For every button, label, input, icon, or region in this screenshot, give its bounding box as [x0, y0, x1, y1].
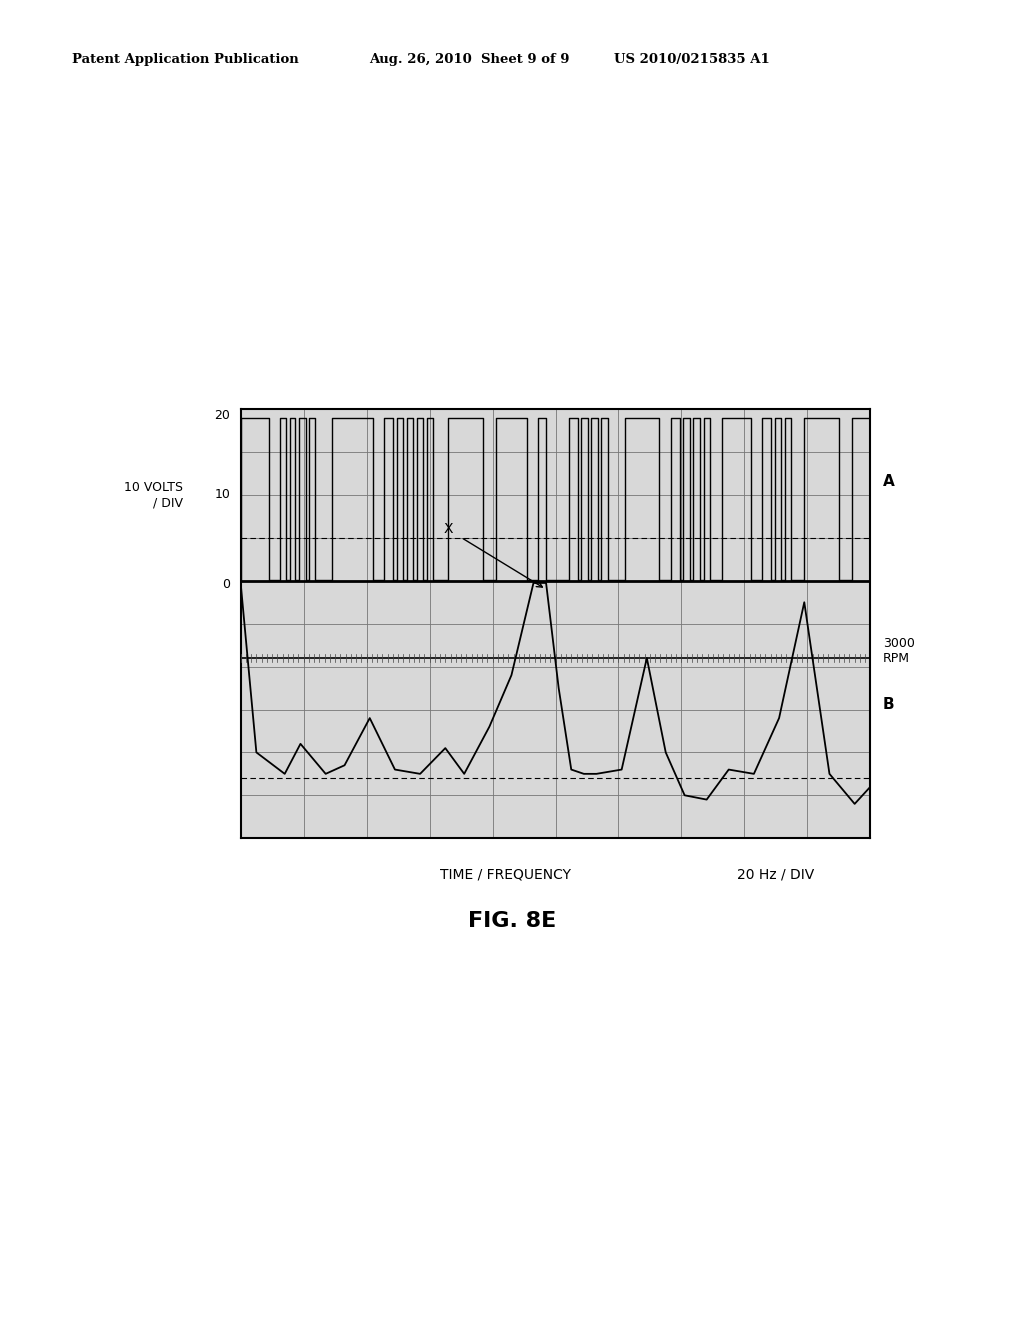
- Text: 3000
RPM: 3000 RPM: [883, 638, 914, 665]
- Text: B: B: [883, 697, 894, 711]
- Text: Patent Application Publication: Patent Application Publication: [72, 53, 298, 66]
- Text: Aug. 26, 2010  Sheet 9 of 9: Aug. 26, 2010 Sheet 9 of 9: [369, 53, 569, 66]
- Text: 10: 10: [214, 488, 230, 502]
- Text: 20: 20: [214, 409, 230, 422]
- Text: A: A: [883, 474, 894, 490]
- Text: 0: 0: [222, 578, 230, 591]
- Text: 20 Hz / DIV: 20 Hz / DIV: [737, 867, 814, 882]
- Text: TIME / FREQUENCY: TIME / FREQUENCY: [439, 867, 570, 882]
- Text: X: X: [443, 523, 454, 536]
- Text: 10 VOLTS
/ DIV: 10 VOLTS / DIV: [124, 480, 183, 510]
- Text: FIG. 8E: FIG. 8E: [468, 911, 556, 931]
- Text: US 2010/0215835 A1: US 2010/0215835 A1: [614, 53, 770, 66]
